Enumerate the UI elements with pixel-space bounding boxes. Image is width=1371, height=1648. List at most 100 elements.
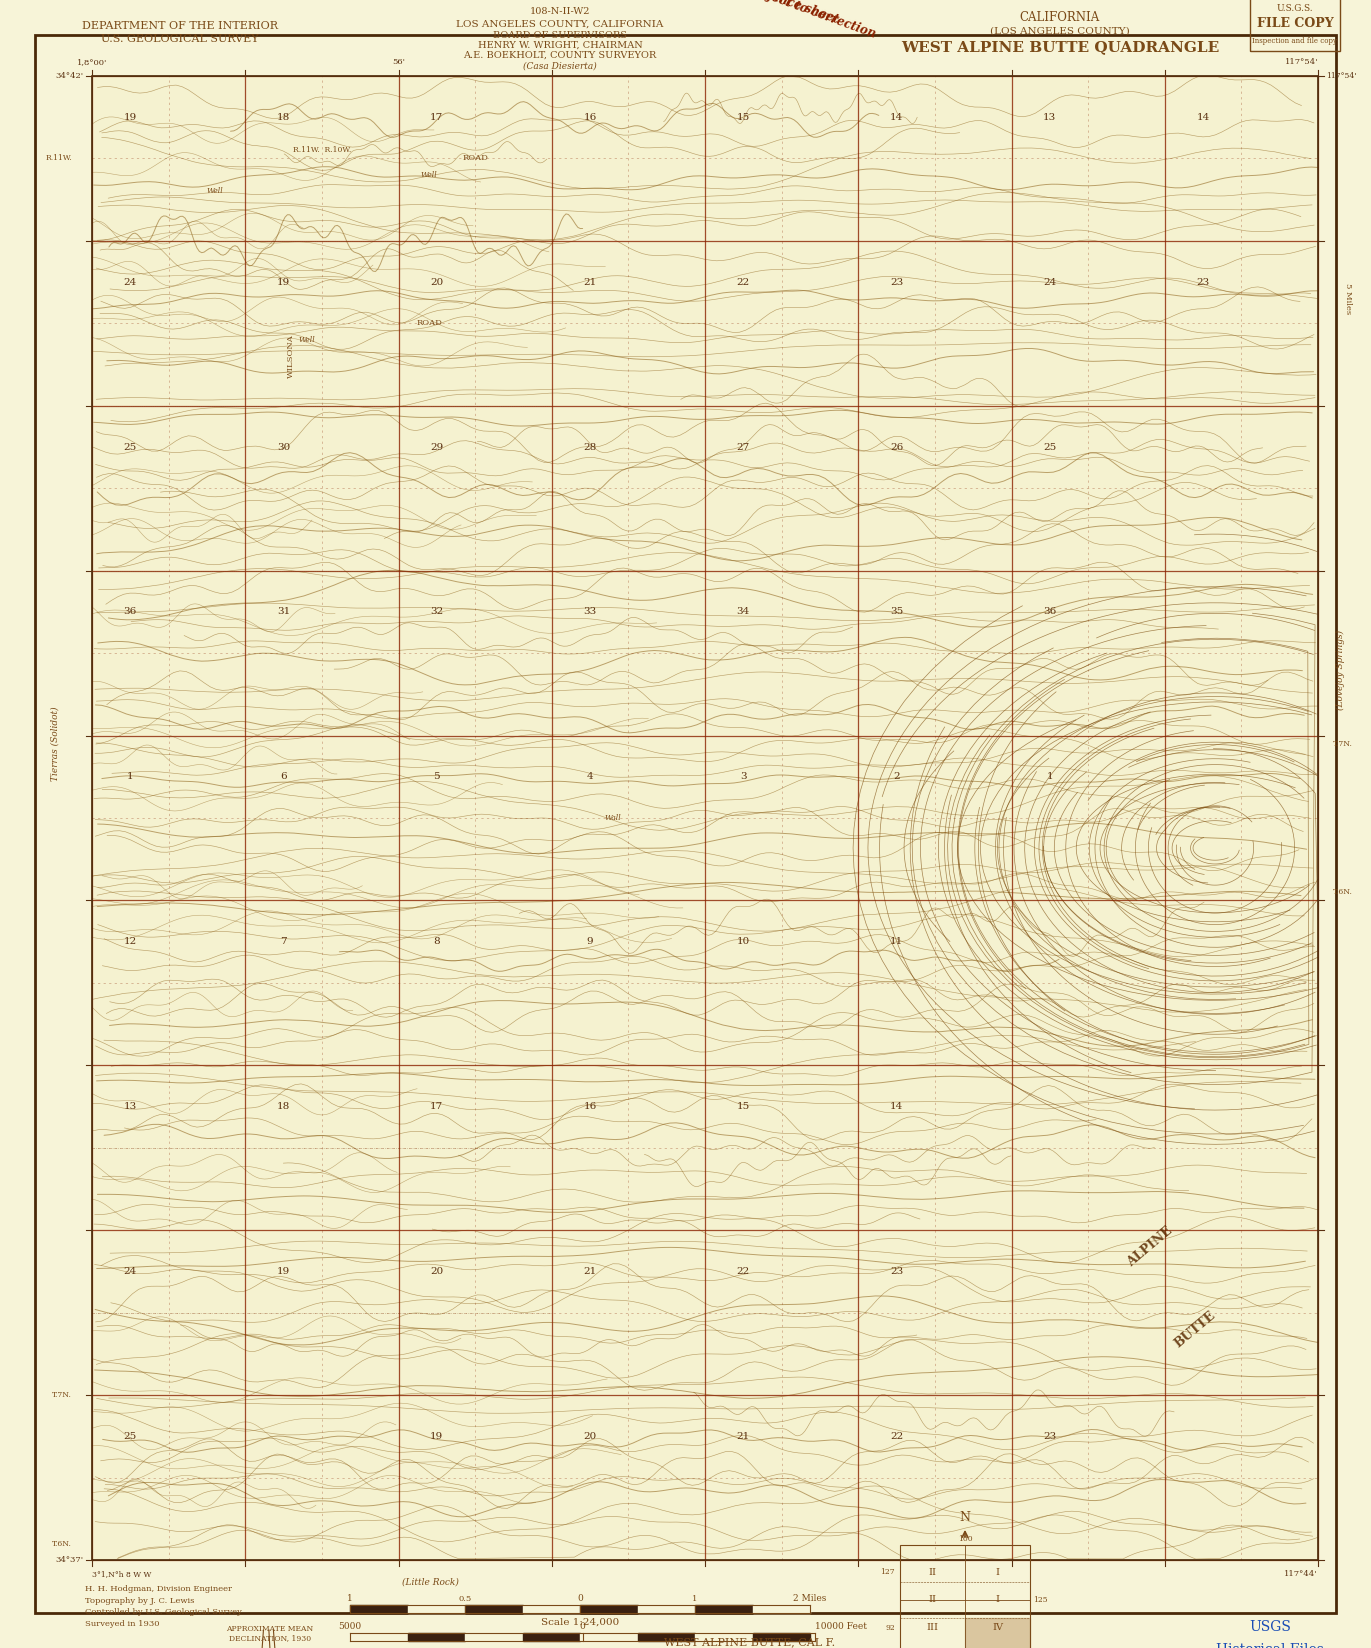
Text: Subject to correction: Subject to correction bbox=[742, 0, 877, 41]
Text: 8: 8 bbox=[433, 938, 440, 946]
Bar bbox=[350, 1605, 407, 1613]
Text: 26: 26 bbox=[890, 443, 903, 452]
Bar bbox=[465, 1633, 522, 1641]
Text: T.7N.: T.7N. bbox=[52, 1391, 73, 1399]
Text: 29: 29 bbox=[430, 443, 443, 452]
Text: Scale 1:24,000: Scale 1:24,000 bbox=[542, 1618, 620, 1627]
Text: DEPARTMENT OF THE INTERIOR: DEPARTMENT OF THE INTERIOR bbox=[82, 21, 278, 31]
Text: I: I bbox=[995, 1595, 999, 1605]
Text: 6: 6 bbox=[280, 773, 287, 781]
Text: 100: 100 bbox=[958, 1534, 972, 1543]
Text: Well: Well bbox=[206, 188, 223, 196]
Text: 3°1,N°h 8 W W: 3°1,N°h 8 W W bbox=[92, 1571, 151, 1579]
Text: WILSONA: WILSONA bbox=[288, 335, 295, 377]
Text: 27: 27 bbox=[736, 443, 750, 452]
Text: 24: 24 bbox=[123, 1267, 137, 1276]
Text: 13: 13 bbox=[1043, 112, 1057, 122]
Text: 23: 23 bbox=[1043, 1432, 1057, 1440]
Bar bbox=[695, 1605, 753, 1613]
Text: 22: 22 bbox=[736, 1267, 750, 1276]
Text: 17: 17 bbox=[430, 1103, 443, 1111]
Text: Inspection and file copy: Inspection and file copy bbox=[1253, 36, 1338, 44]
Text: 14: 14 bbox=[1197, 112, 1209, 122]
Text: (Little Rock): (Little Rock) bbox=[402, 1579, 458, 1587]
Text: 0: 0 bbox=[580, 1622, 585, 1632]
Bar bbox=[753, 1633, 810, 1641]
Bar bbox=[638, 1605, 695, 1613]
Bar bbox=[350, 1633, 407, 1641]
Text: 18: 18 bbox=[277, 1103, 291, 1111]
Text: 2: 2 bbox=[894, 773, 899, 781]
Text: 20: 20 bbox=[430, 1267, 443, 1276]
Text: 16: 16 bbox=[584, 1103, 596, 1111]
Text: USGS
Historical Files
Topographic Division: USGS Historical Files Topographic Divisi… bbox=[1196, 1620, 1345, 1648]
Text: 1,8°00': 1,8°00' bbox=[77, 58, 107, 66]
Text: 30: 30 bbox=[277, 443, 291, 452]
Text: 0: 0 bbox=[577, 1594, 583, 1604]
Bar bbox=[92, 76, 1318, 1561]
Text: 25: 25 bbox=[123, 1432, 137, 1440]
Text: IV: IV bbox=[993, 1623, 1004, 1632]
Text: R.11W.  R.10W.: R.11W. R.10W. bbox=[293, 147, 351, 155]
Bar bbox=[522, 1633, 580, 1641]
Text: HENRY W. WRIGHT, CHAIRMAN: HENRY W. WRIGHT, CHAIRMAN bbox=[477, 41, 643, 49]
Text: T.6N.: T.6N. bbox=[1333, 888, 1353, 897]
Text: 10000 Feet: 10000 Feet bbox=[814, 1622, 866, 1632]
Text: 3: 3 bbox=[740, 773, 747, 781]
Text: CALIFORNIA: CALIFORNIA bbox=[1020, 12, 1100, 25]
Text: 35: 35 bbox=[890, 608, 903, 616]
Text: (Casa Diesierta): (Casa Diesierta) bbox=[524, 63, 596, 71]
Text: 20: 20 bbox=[584, 1432, 596, 1440]
Text: ALPINE: ALPINE bbox=[1124, 1224, 1175, 1269]
Text: Advance sheet: Advance sheet bbox=[749, 0, 842, 26]
Text: LOS ANGELES COUNTY, CALIFORNIA: LOS ANGELES COUNTY, CALIFORNIA bbox=[457, 20, 664, 30]
Text: 7: 7 bbox=[280, 938, 287, 946]
Bar bbox=[695, 1633, 753, 1641]
Text: 22: 22 bbox=[890, 1432, 903, 1440]
Text: 18: 18 bbox=[277, 112, 291, 122]
Text: 25: 25 bbox=[1043, 443, 1057, 452]
Text: (Lovejoy Springs): (Lovejoy Springs) bbox=[1335, 630, 1345, 710]
Text: 11: 11 bbox=[890, 938, 903, 946]
Text: Well: Well bbox=[298, 336, 315, 344]
Bar bbox=[92, 76, 1318, 1561]
Text: FILE COPY: FILE COPY bbox=[1257, 16, 1334, 30]
Text: A.E. BOEKHOLT, COUNTY SURVEYOR: A.E. BOEKHOLT, COUNTY SURVEYOR bbox=[463, 51, 657, 59]
Bar bbox=[638, 1633, 695, 1641]
Text: 13: 13 bbox=[123, 1103, 137, 1111]
Text: BUTTE: BUTTE bbox=[1172, 1309, 1217, 1350]
Text: 19: 19 bbox=[430, 1432, 443, 1440]
Text: 108-N-II-W2: 108-N-II-W2 bbox=[529, 7, 591, 16]
Text: 92: 92 bbox=[886, 1623, 895, 1632]
Text: 21: 21 bbox=[584, 1267, 596, 1276]
Text: 10: 10 bbox=[736, 938, 750, 946]
Text: 33: 33 bbox=[584, 608, 596, 616]
Text: U.S. GEOLOGICAL SURVEY: U.S. GEOLOGICAL SURVEY bbox=[101, 35, 259, 44]
Text: 1: 1 bbox=[347, 1594, 352, 1604]
Text: 24: 24 bbox=[123, 277, 137, 287]
Text: III: III bbox=[927, 1623, 939, 1632]
Text: 5: 5 bbox=[433, 773, 440, 781]
Text: II: II bbox=[928, 1567, 936, 1577]
Text: 15: 15 bbox=[736, 112, 750, 122]
Text: 9: 9 bbox=[587, 938, 594, 946]
Text: 28: 28 bbox=[584, 443, 596, 452]
Text: BOARD OF SUPERVISORS: BOARD OF SUPERVISORS bbox=[494, 31, 627, 40]
Text: ROAD: ROAD bbox=[417, 320, 441, 328]
Text: WEST ALPINE BUTTE QUADRANGLE: WEST ALPINE BUTTE QUADRANGLE bbox=[901, 40, 1219, 54]
Text: 36: 36 bbox=[123, 608, 137, 616]
Text: I: I bbox=[995, 1567, 999, 1577]
Text: 17: 17 bbox=[430, 112, 443, 122]
Text: 0.5: 0.5 bbox=[458, 1595, 472, 1604]
Text: 117°44': 117°44' bbox=[1285, 1571, 1318, 1579]
Text: 125: 125 bbox=[1032, 1595, 1047, 1604]
Text: WEST ALPINE BUTTE, CAL F.: WEST ALPINE BUTTE, CAL F. bbox=[665, 1636, 835, 1646]
Text: 19: 19 bbox=[277, 1267, 291, 1276]
Text: 2 Miles: 2 Miles bbox=[794, 1594, 827, 1604]
Text: 23: 23 bbox=[890, 1267, 903, 1276]
Text: 15: 15 bbox=[736, 1103, 750, 1111]
Text: 34°42': 34°42' bbox=[56, 73, 84, 81]
Text: N: N bbox=[960, 1511, 971, 1524]
Text: 5 Miles: 5 Miles bbox=[1344, 283, 1352, 315]
Text: 5000: 5000 bbox=[339, 1622, 362, 1632]
